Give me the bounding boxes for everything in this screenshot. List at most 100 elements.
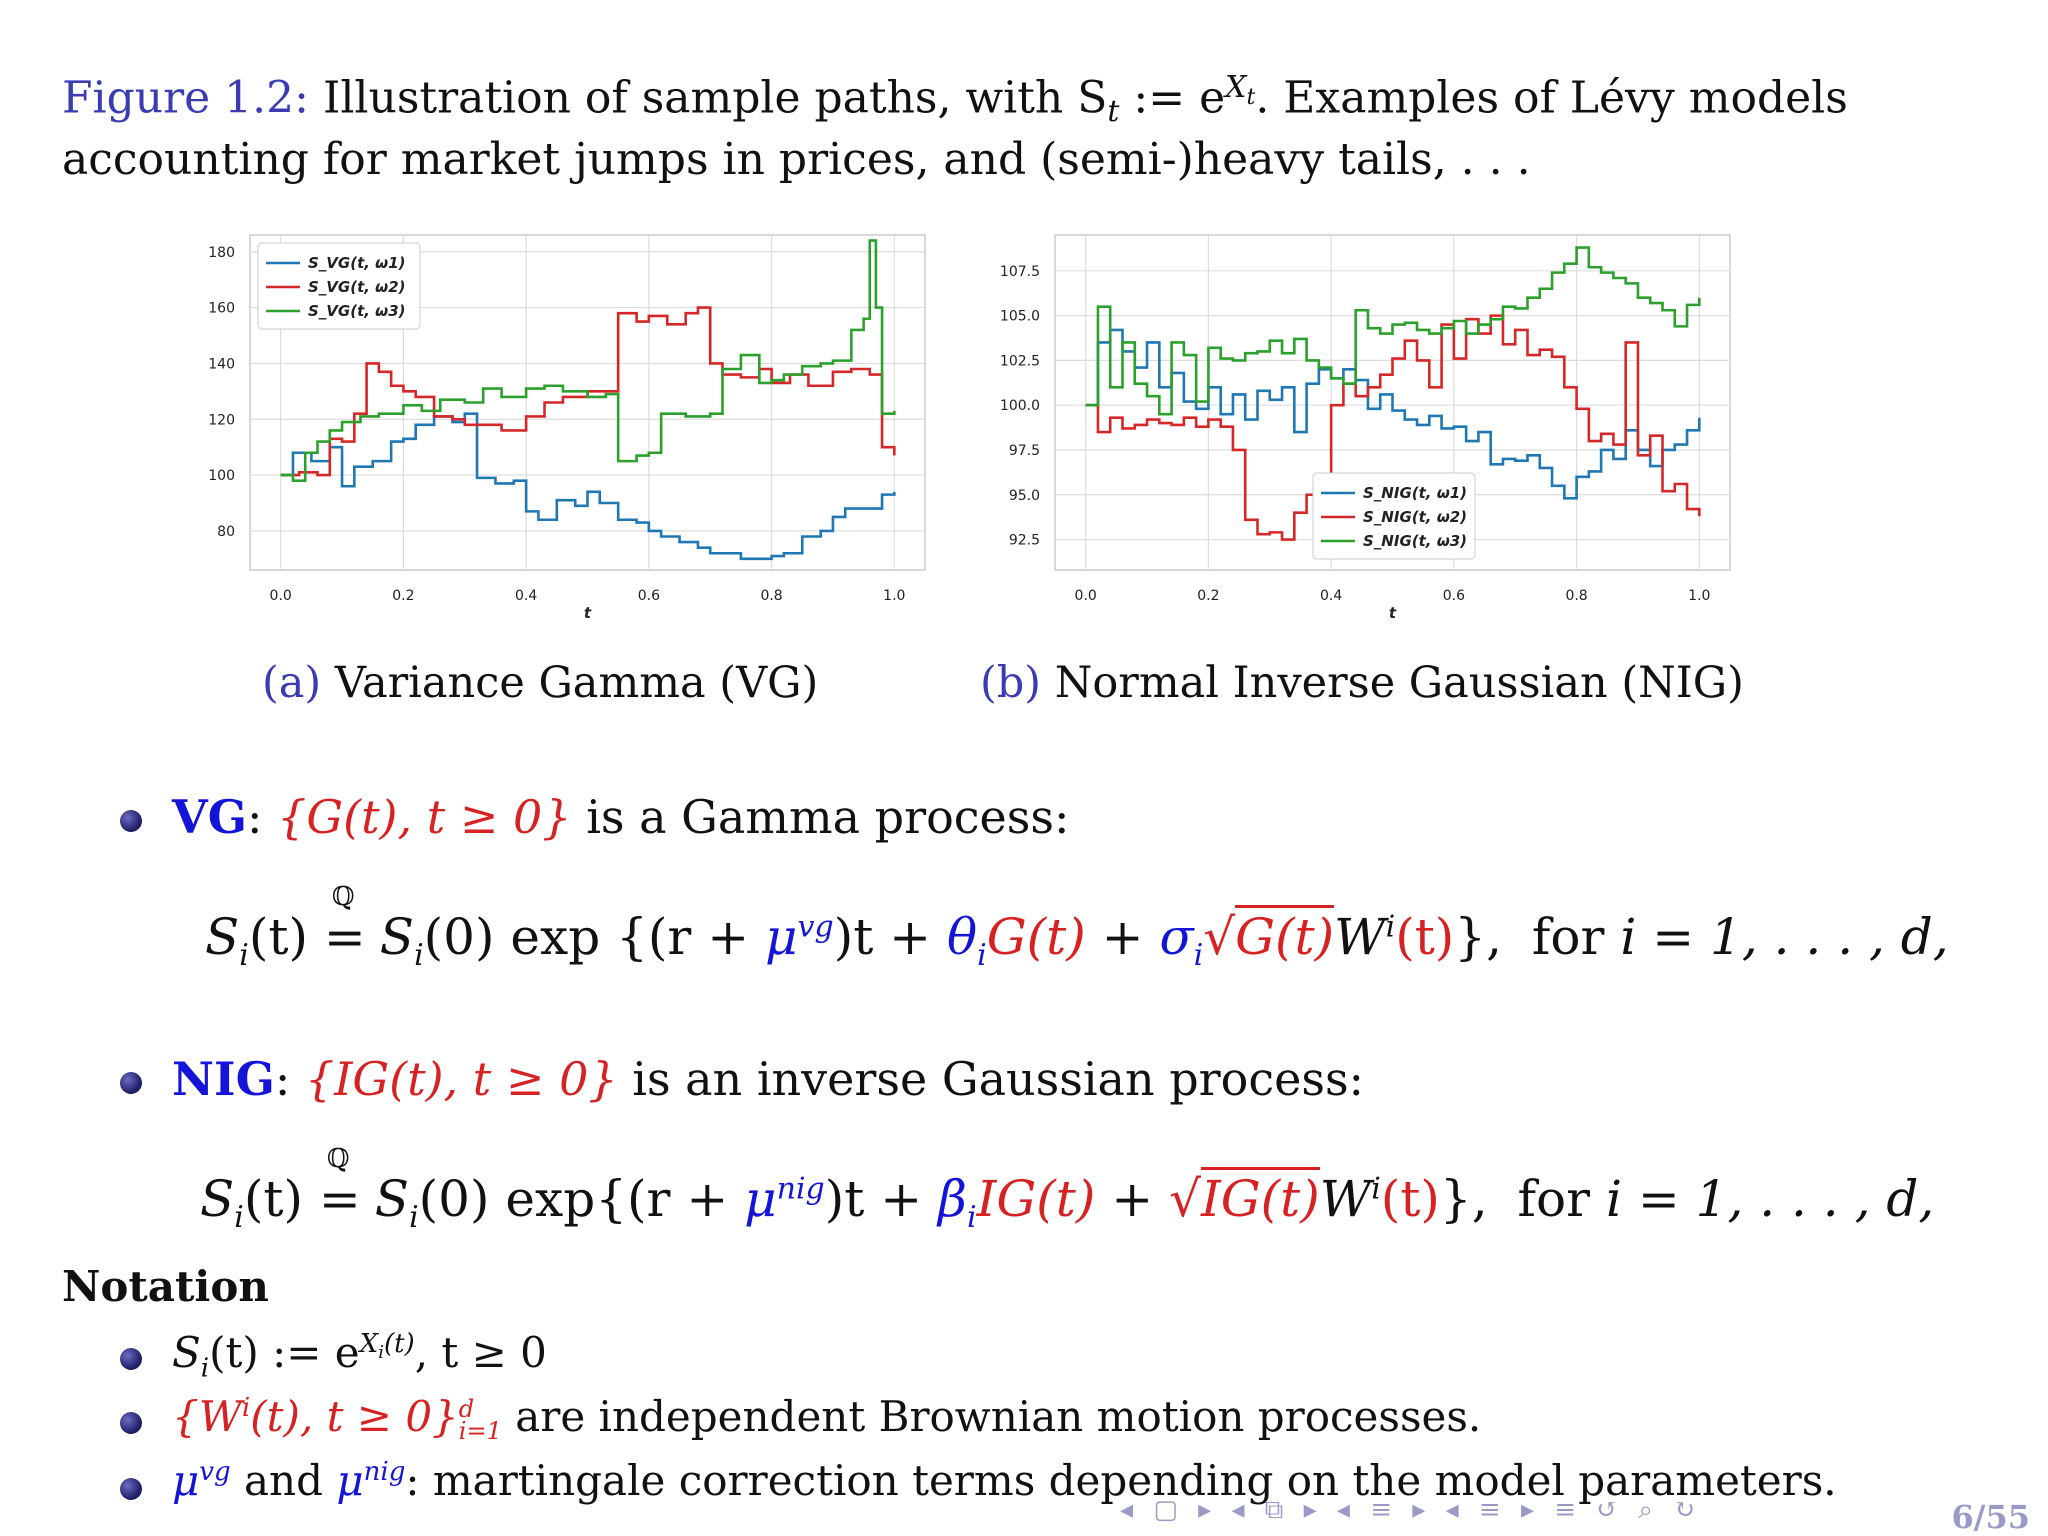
eq-range: i = 1, . . . , d, [1620,908,1949,966]
vg-ytick-label: 80 [217,524,235,540]
n3-text: : martingale correction terms depending … [405,1456,1837,1505]
n1-s: S [172,1328,201,1377]
nig-legend-label-1: S_NIG(t, ω1) [1363,484,1467,502]
eq-q-symbol: ℚ [331,882,355,912]
nig-xtick-label: 0.8 [1565,588,1587,604]
subcaption-a: (a) Variance Gamma (VG) [262,658,818,708]
eq2-range: i = 1, . . . , d, [1605,1170,1935,1228]
eq-for: for [1531,908,1605,966]
bullet-notation-3 [120,1478,142,1500]
eq-w-sup: i [1385,909,1396,945]
eq2-s: S [200,1170,235,1228]
eq2-plus: + [1111,1170,1154,1228]
eq-zero: (0) [423,908,495,966]
eq-mu-sup: vg [797,909,834,945]
vg-xlabel: t [584,604,592,622]
vg-desc: is a Gamma process: [586,790,1070,844]
eq-mu: μ [765,908,798,966]
nig-chart: 0.0 0.2 0.4 0.6 0.8 1.0 92.5 95.0 97.5 100.0 102.5… [1000,234,1731,622]
vg-legend-label-2: S_VG(t, ω2) [308,278,406,296]
eq-w: W [1334,908,1386,966]
n1-assign: := e [258,1328,360,1377]
eq2-s0: S [374,1170,410,1228]
nig-bullet-text: NIG: {IG(t), t ≥ 0} is an inverse Gaussi… [172,1052,1364,1106]
n3-mu1: μ [172,1456,200,1505]
n2-set: {W [172,1392,242,1441]
vg-xtick-label: 0.4 [515,588,537,604]
eq2-sub0: i [409,1200,419,1235]
eq-sub: i [239,938,249,973]
bullet-vg [120,810,142,832]
eq-plus: + [1101,908,1144,966]
n2-text: are independent Brownian motion processe… [515,1392,1482,1441]
vg-xtick-label: 1.0 [883,588,905,604]
n1-rest: , t ≥ 0 [414,1328,547,1377]
nig-xtick-label: 0.2 [1197,588,1219,604]
eq2-open: {(r + [595,1170,729,1228]
eq2-mu-sup: nig [776,1171,825,1207]
nig-ytick-label: 107.5 [1000,264,1040,280]
figure-caption: Figure 1.2: Illustration of sample paths… [62,70,1848,185]
eq2-sqrt-arg: IG(t) [1200,1167,1320,1228]
eq-theta: θ [946,908,978,966]
n3-mu1-sup: vg [199,1457,231,1487]
beamer-navigation-icons[interactable]: ◂ ▢ ▸ ◂ ⧉ ▸ ◂ ≡ ▸ ◂ ≡ ▸ ≡ ↺ ⌕ ↻ [1120,1495,1701,1525]
eq-exp: exp [510,908,601,966]
vg-ytick-label: 160 [208,301,235,317]
vg-legend [257,242,421,330]
eq2-igt: IG(t) [976,1170,1096,1228]
n3-mu2-sup: nig [363,1457,406,1487]
nig-series-line-2 [1085,314,1701,541]
vg-series-line-3 [280,239,896,482]
subcaption-b-text: Normal Inverse Gaussian (NIG) [1054,658,1744,708]
eq-close: }, [1454,908,1503,966]
nig-desc: is an inverse Gaussian process: [632,1052,1365,1106]
n2-sup-i: i [241,1393,251,1423]
nig-ytick-label: 100.0 [1000,398,1040,414]
nig-legend-label-2: S_NIG(t, ω2) [1363,508,1467,526]
eq2-for: for [1517,1170,1591,1228]
nig-xtick-label: 0.4 [1320,588,1342,604]
vg-bullet-text: VG: {G(t), t ≥ 0} is a Gamma process: [172,790,1069,844]
n2-sub: i=1 [458,1417,502,1445]
figure-label: Figure 1.2: [62,72,309,124]
nig-ytick-label: 92.5 [1009,533,1040,549]
n3-and: and [244,1456,323,1505]
nig-ytick-label: 102.5 [1000,353,1040,369]
vg-name: VG [172,790,247,844]
eq2-mu: μ [744,1170,777,1228]
nig-legend-label-3: S_NIG(t, ω3) [1363,532,1467,550]
eq-sigma: σ [1159,908,1194,966]
vg-ytick-label: 100 [208,468,235,484]
eq2-exp: exp [505,1170,596,1228]
bullet-notation-2 [120,1412,142,1434]
eq2-w: W [1319,1170,1372,1228]
nig-colon: : [274,1052,291,1106]
vg-xtick-label: 0.2 [392,588,414,604]
bullet-nig [120,1072,142,1094]
subcaption-a-text: Variance Gamma (VG) [334,658,819,708]
notation-item-1: Si(t) := eXi(t), t ≥ 0 [172,1328,547,1384]
nig-ytick-label: 105.0 [1000,309,1040,325]
nig-equation: Si(t) ℚ = Si(0) exp{(r + μnig)t + βiIG(t)… [200,1144,1935,1235]
eq2-sub: i [234,1200,244,1235]
nig-xtick-label: 1.0 [1688,588,1710,604]
vg-chart: 0.0 0.2 0.4 0.6 0.8 1.0 80 100 120 140 160 180 t S_VG… [208,234,926,622]
eq2-mid: )t + [824,1170,923,1228]
eq2-q-symbol: ℚ [326,1144,350,1174]
nig-series-line-3 [1085,246,1701,416]
nig-set: {IG(t), t ≥ 0} [304,1052,618,1106]
caption-assign: := e [1119,72,1226,124]
nig-xtick-label: 0.0 [1075,588,1097,604]
eq-theta-sub: i [977,938,987,973]
subcaption-b-tag: (b) [980,658,1042,708]
notation-item-2: {Wi(t), t ≥ 0}d i=1 are independent Brown… [172,1392,1482,1445]
page-number: 6/55 [1951,1498,2030,1536]
nig-series-line-1 [1085,328,1701,500]
vg-xtick-label: 0.8 [760,588,782,604]
nig-xlabel: t [1389,604,1397,622]
n1-t: (t) [209,1328,259,1377]
eq-t: (t) [248,908,308,966]
nig-legend [1312,472,1476,560]
vg-equation: Si(t) ℚ = Si(0) exp {(r + μvg)t + θiG(t) … [205,882,1949,973]
